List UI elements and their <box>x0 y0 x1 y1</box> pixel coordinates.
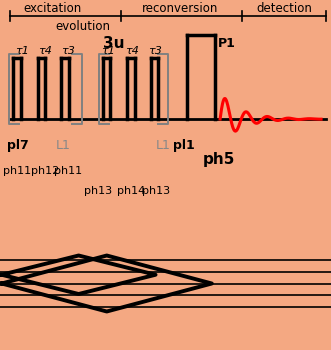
Text: τ4: τ4 <box>125 46 139 56</box>
Text: τ1: τ1 <box>101 46 115 56</box>
Text: detection: detection <box>257 2 312 15</box>
Text: L1: L1 <box>56 139 70 152</box>
Text: ph13: ph13 <box>142 186 169 196</box>
Text: τ1: τ1 <box>15 46 28 56</box>
Text: pl1: pl1 <box>173 139 195 152</box>
Text: τ3: τ3 <box>148 46 162 56</box>
Text: τ3: τ3 <box>61 46 75 56</box>
Text: ph14: ph14 <box>117 186 145 196</box>
Text: 3u: 3u <box>104 36 125 51</box>
Text: L1: L1 <box>156 139 170 152</box>
Text: pl7: pl7 <box>7 139 29 152</box>
Text: ph12: ph12 <box>30 167 59 176</box>
Text: τ4: τ4 <box>38 46 52 56</box>
Text: ph11: ph11 <box>3 167 31 176</box>
Text: excitation: excitation <box>24 2 82 15</box>
Text: evolution: evolution <box>55 20 110 33</box>
Text: reconversion: reconversion <box>142 2 218 15</box>
Text: ph11: ph11 <box>54 167 82 176</box>
Text: ph13: ph13 <box>84 186 112 196</box>
Text: ph5: ph5 <box>202 152 235 167</box>
Text: P1: P1 <box>218 37 236 50</box>
